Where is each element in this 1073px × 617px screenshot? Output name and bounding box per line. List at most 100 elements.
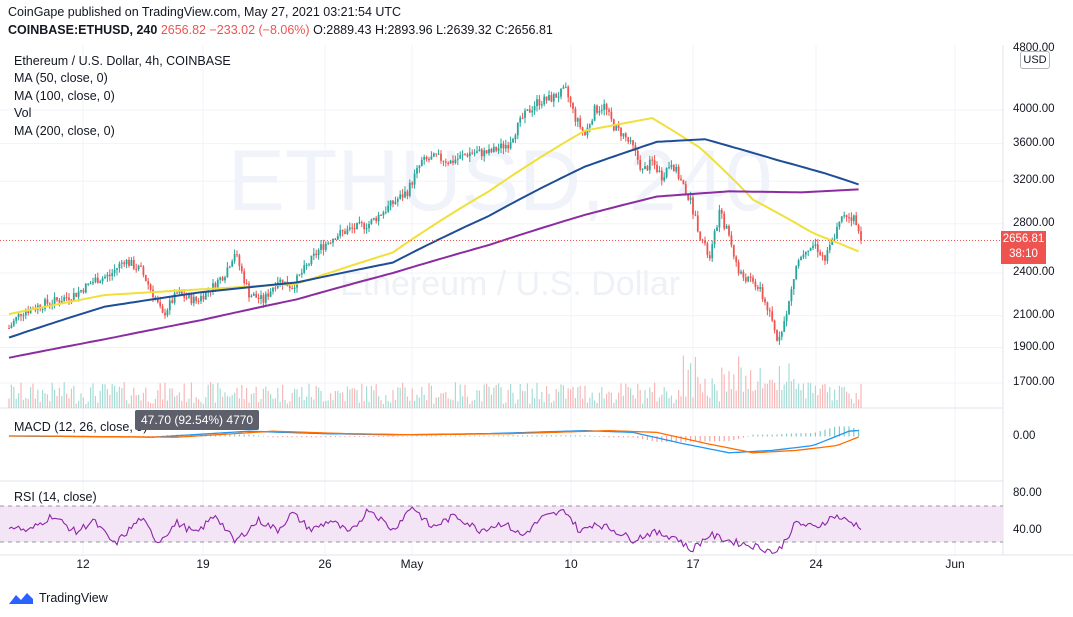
candle — [303, 260, 306, 275]
candle — [368, 221, 370, 233]
candle — [752, 274, 754, 284]
macd-histogram-bar — [834, 427, 836, 437]
candle — [132, 256, 135, 271]
macd-histogram-bar — [483, 435, 485, 437]
candle — [656, 161, 658, 174]
candle — [137, 264, 140, 272]
candle — [231, 259, 234, 268]
volume-bar — [476, 390, 478, 408]
volume-bar — [284, 399, 286, 408]
candle — [238, 253, 241, 271]
candle — [89, 280, 92, 285]
macd-histogram-bar — [440, 435, 442, 437]
legend-ma200[interactable]: MA (200, close, 0) — [14, 123, 115, 138]
candle — [804, 251, 807, 259]
candle — [399, 190, 402, 200]
close-value: C:2656.81 — [495, 23, 553, 37]
candle — [15, 316, 18, 324]
candle — [113, 264, 116, 277]
volume-bar — [428, 383, 430, 408]
macd-histogram-bar — [325, 436, 327, 438]
candle — [778, 331, 781, 345]
volume-bar — [207, 384, 209, 408]
candle — [519, 115, 522, 127]
candle — [348, 222, 351, 232]
volume-bar — [541, 391, 543, 408]
volume-bar — [188, 398, 190, 408]
legend-ma50[interactable]: MA (50, close, 0) — [14, 71, 108, 86]
candle — [725, 224, 728, 229]
macd-histogram-bar — [579, 435, 581, 437]
volume-bar — [433, 403, 435, 408]
legend-ma100[interactable]: MA (100, close, 0) — [14, 88, 115, 103]
macd-label[interactable]: MACD (12, 26, close, 9) — [14, 420, 148, 434]
macd-histogram-bar — [819, 431, 821, 437]
macd-histogram-bar — [392, 436, 394, 437]
volume-bar — [680, 396, 682, 408]
candle — [428, 156, 430, 163]
volume-bar — [543, 402, 545, 408]
volume-bar — [618, 392, 620, 408]
candle — [812, 241, 814, 250]
macd-histogram-bar — [478, 435, 480, 437]
candle — [572, 102, 574, 114]
volume-bar — [831, 400, 833, 408]
candle — [485, 149, 488, 154]
low-value: L:2639.32 — [436, 23, 492, 37]
candle — [221, 276, 224, 282]
macd-histogram-bar — [627, 436, 629, 438]
macd-histogram-bar — [320, 436, 322, 438]
volume-bar — [452, 400, 454, 408]
candle — [473, 149, 476, 157]
candle — [860, 226, 862, 245]
candle — [200, 292, 202, 304]
macd-histogram-bar — [843, 426, 845, 437]
volume-bar — [308, 383, 310, 408]
volume-bar — [728, 371, 730, 408]
macd-histogram-bar — [786, 433, 788, 437]
candle — [833, 233, 836, 242]
volume-bar — [402, 382, 404, 408]
volume-bar — [742, 391, 744, 408]
candle — [293, 284, 296, 294]
volume-bar — [262, 388, 264, 408]
volume-bar — [675, 399, 677, 408]
candle — [819, 249, 822, 256]
volume-bar — [159, 383, 161, 408]
volume-bar — [678, 389, 680, 408]
volume-bar — [846, 391, 848, 408]
legend-vol[interactable]: Vol — [14, 106, 32, 121]
macd-histogram-bar — [301, 436, 303, 438]
macd-histogram-bar — [517, 435, 519, 437]
candle — [564, 82, 567, 89]
currency-button[interactable]: USD — [1020, 51, 1050, 69]
rsi-label[interactable]: RSI (14, close) — [14, 490, 97, 504]
volume-bar — [673, 403, 675, 408]
volume-bar — [500, 387, 502, 408]
volume-bar — [404, 387, 406, 408]
volume-bar — [454, 382, 456, 408]
volume-bar — [44, 393, 46, 408]
volume-bar — [370, 386, 372, 408]
candle — [382, 210, 385, 219]
volume-bar — [25, 397, 27, 408]
candle — [46, 294, 49, 307]
candle — [761, 283, 764, 302]
volume-bar — [248, 402, 250, 408]
candle — [550, 91, 553, 103]
candle — [449, 159, 452, 164]
volume-bar — [522, 390, 524, 408]
candle — [795, 265, 798, 281]
volume-bar — [332, 400, 334, 408]
tradingview-brand[interactable]: TradingView — [8, 591, 108, 605]
volume-bar — [339, 392, 341, 408]
candle — [732, 244, 735, 260]
candle — [797, 258, 800, 269]
volume-bar — [224, 392, 226, 408]
volume-bar — [764, 383, 766, 408]
candle — [780, 330, 783, 341]
volume-bar — [90, 387, 92, 408]
volume-bar — [615, 399, 617, 408]
candle — [315, 249, 318, 259]
